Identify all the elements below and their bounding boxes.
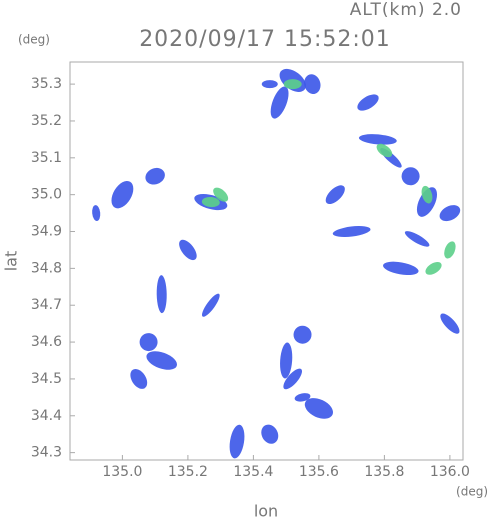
y-tick-label: 35.0	[31, 187, 62, 203]
x-axis-label: lon	[254, 502, 278, 521]
y-unit: (deg)	[18, 33, 50, 47]
radar-echo	[293, 325, 312, 344]
radar-echo	[304, 398, 334, 419]
radar-echo	[261, 80, 278, 89]
y-tick-label: 34.9	[31, 224, 62, 240]
chart-title: 2020/09/17 15:52:01	[139, 27, 391, 52]
radar-echo	[376, 143, 393, 158]
radar-echo	[139, 333, 158, 352]
radar-echo	[332, 226, 371, 237]
x-tick-label: 135.0	[102, 464, 142, 480]
radar-echo	[229, 424, 245, 459]
y-tick-label: 34.4	[31, 408, 62, 424]
radar-echo	[261, 424, 279, 444]
x-tick-label: 135.6	[299, 464, 339, 480]
radar-echo	[294, 393, 311, 402]
y-tick-label: 35.3	[31, 76, 62, 92]
radar-echo	[92, 205, 101, 222]
radar-echo	[439, 205, 461, 222]
radar-echo	[444, 241, 456, 259]
radar-echo	[358, 134, 397, 145]
y-tick-label: 34.3	[31, 445, 62, 461]
radar-echo	[421, 185, 433, 204]
radar-echo	[111, 180, 134, 209]
radar-echo	[357, 94, 379, 111]
radar-echo	[145, 167, 165, 185]
x-tick-label: 135.2	[168, 464, 208, 480]
radar-echo	[156, 275, 167, 314]
radar-echo	[401, 167, 420, 186]
radar-echo	[283, 79, 302, 90]
y-tick-label: 35.1	[31, 150, 62, 166]
y-axis-label: lat	[2, 251, 21, 272]
radar-echo	[440, 313, 460, 334]
y-tick-label: 35.2	[31, 113, 62, 129]
radar-echo	[404, 231, 430, 247]
radar-echo	[304, 74, 321, 94]
radar-echo	[325, 185, 345, 205]
radar-echo	[201, 293, 220, 317]
radar-echo	[130, 368, 148, 389]
radar-echo	[201, 196, 220, 208]
subtitle: ALT(km) 2.0	[350, 0, 462, 20]
x-tick-label: 136.0	[430, 464, 470, 480]
radar-echo	[213, 187, 229, 202]
radar-echo	[283, 368, 303, 390]
radar-echo	[425, 261, 442, 275]
x-tick-label: 135.8	[364, 464, 404, 480]
plot-frame	[69, 61, 464, 461]
y-tick-label: 34.6	[31, 334, 62, 350]
radar-echo	[146, 351, 177, 370]
y-tick-label: 34.8	[31, 260, 62, 276]
x-tick-label: 135.4	[233, 464, 273, 480]
radar-echo	[280, 342, 293, 379]
y-tick-label: 34.7	[31, 297, 62, 313]
x-unit: (deg)	[456, 485, 488, 499]
radar-echo	[270, 86, 289, 119]
radar-echo	[179, 239, 197, 261]
radar-echo	[383, 261, 419, 276]
y-tick-label: 34.5	[31, 371, 62, 387]
